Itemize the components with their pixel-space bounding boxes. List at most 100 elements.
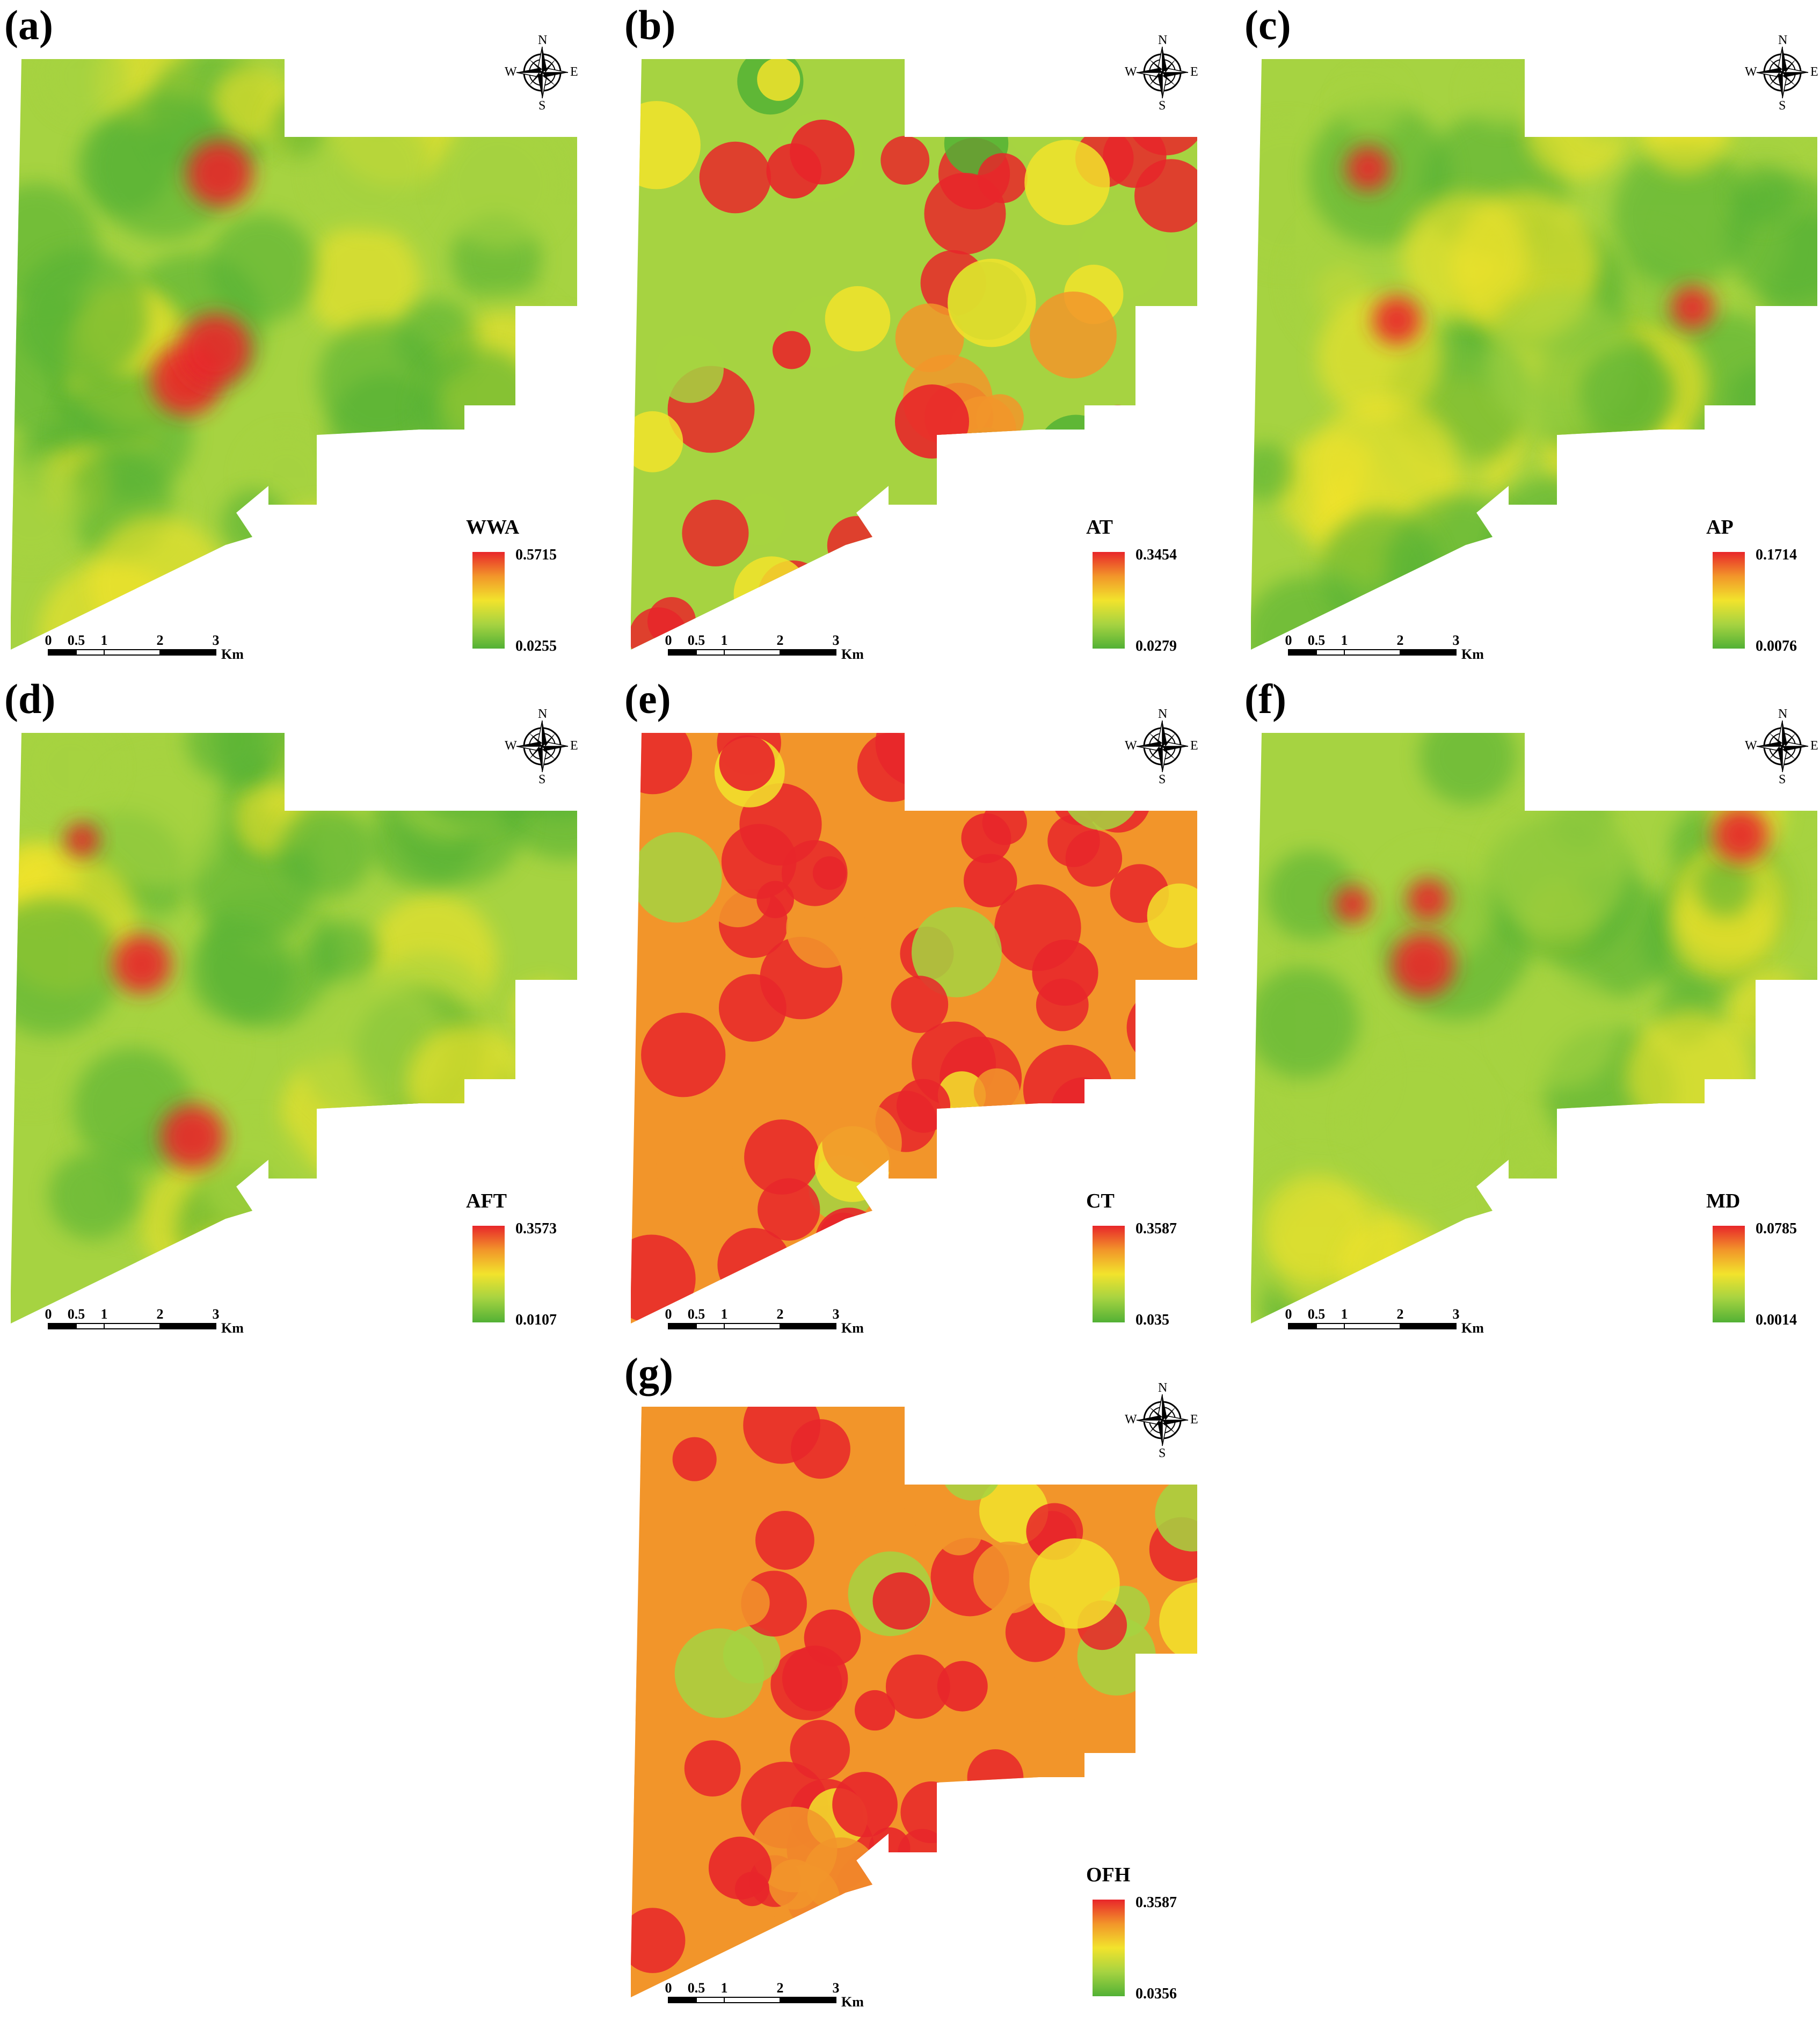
map-panel-d: (d) AFT 0.3573 0.0107 0 0.5 1 2 3 Km N S E W [0, 675, 607, 1340]
scale-tick-label: 1 [100, 632, 108, 648]
scale-tick-label: 3 [212, 632, 220, 648]
legend-min-value: 0.0107 [515, 1312, 557, 1328]
compass-west: W [505, 739, 517, 753]
legend-min-value: 0.0356 [1135, 1985, 1177, 2002]
scale-unit-label: Km [841, 1320, 864, 1336]
legend-max-value: 0.3573 [515, 1220, 557, 1237]
compass-south: S [1779, 99, 1786, 113]
compass-north: N [1158, 33, 1168, 47]
legend-min-value: 0.0076 [1756, 638, 1797, 654]
scale-tick-label: 0.5 [67, 1306, 85, 1322]
legend-max-value: 0.1714 [1756, 547, 1797, 563]
scale-tick-label: 0 [1285, 1306, 1292, 1322]
panel-label: (e) [624, 675, 671, 722]
compass-east: E [570, 65, 578, 79]
scale-tick-label: 0 [45, 1306, 52, 1322]
raster-map [1251, 720, 1817, 1329]
scale-bar [668, 1323, 836, 1329]
panel-label: (b) [624, 2, 676, 48]
map-panel-e: (e) CT 0.3587 0.035 0 0.5 1 2 3 Km N S E W [620, 675, 1227, 1340]
scale-unit-label: Km [221, 646, 244, 662]
map-panel-f: (f) MD 0.0785 0.0014 0 0.5 1 2 3 Km N S E W [1240, 675, 1820, 1340]
scale-tick-label: 1 [1341, 1306, 1348, 1322]
study-area [631, 733, 1197, 1323]
panel-label: (g) [624, 1349, 673, 1396]
compass-north: N [1778, 33, 1788, 47]
legend-title: CT [1086, 1190, 1115, 1212]
compass-rose-icon [1136, 720, 1189, 773]
scale-tick-label: 2 [156, 632, 164, 648]
compass-north: N [1778, 707, 1788, 721]
compass-south: S [1779, 773, 1786, 787]
legend-min-value: 0.0255 [515, 638, 557, 654]
raster-map [11, 46, 577, 656]
legend-title: WWA [466, 516, 520, 539]
scale-unit-label: Km [841, 646, 864, 662]
panel-label: (f) [1244, 675, 1286, 722]
scale-tick-label: 1 [720, 1306, 728, 1322]
study-area [11, 59, 577, 650]
legend-title: OFH [1086, 1864, 1131, 1886]
compass-south: S [1159, 1446, 1166, 1460]
scale-tick-label: 1 [720, 632, 728, 648]
map-panel-g: (g) OFH 0.3587 0.0356 0 0.5 1 2 3 Km N S E W [620, 1349, 1227, 2013]
scale-tick-label: 1 [100, 1306, 108, 1322]
compass-east: E [570, 739, 578, 753]
scale-tick-label: 1 [720, 1980, 728, 1996]
compass-rose-icon [516, 46, 569, 99]
legend-title: AFT [466, 1190, 507, 1212]
scale-bar [668, 649, 836, 656]
raster-map [631, 1394, 1197, 2003]
legend-color-ramp [1093, 1226, 1125, 1322]
map-panel-c: (c) AP 0.1714 0.0076 0 0.5 1 2 3 Km N S E W [1240, 2, 1820, 666]
scale-tick-label: 0 [665, 632, 672, 648]
scale-unit-label: Km [1461, 1320, 1484, 1336]
study-area [631, 59, 1197, 650]
scale-tick-label: 0 [665, 1306, 672, 1322]
compass-south: S [1159, 99, 1166, 113]
raster-map [631, 46, 1197, 656]
scale-tick-label: 2 [1396, 1306, 1404, 1322]
scale-tick-label: 3 [212, 1306, 220, 1322]
panel-label: (d) [4, 675, 56, 722]
scale-tick-label: 2 [776, 1306, 784, 1322]
legend-title: MD [1706, 1190, 1741, 1212]
compass-west: W [1125, 1413, 1137, 1427]
legend-color-ramp [1093, 1900, 1125, 1996]
scale-tick-label: 2 [1396, 632, 1404, 648]
compass-north: N [538, 707, 548, 721]
scale-tick-label: 0.5 [1307, 1306, 1326, 1322]
compass-west: W [1745, 739, 1757, 753]
legend-min-value: 0.0014 [1756, 1312, 1797, 1328]
legend-max-value: 0.5715 [515, 547, 557, 563]
legend-color-ramp [1713, 1226, 1745, 1322]
compass-north: N [1158, 707, 1168, 721]
legend-color-ramp [1713, 552, 1745, 649]
compass-west: W [1125, 739, 1137, 753]
compass-west: W [1125, 65, 1137, 79]
compass-north: N [538, 33, 548, 47]
legend-max-value: 0.3454 [1135, 547, 1177, 563]
compass-east: E [1190, 1413, 1198, 1427]
map-panel-a: (a) WWA 0.5715 0.0255 0 0.5 1 2 3 Km N S E W [0, 2, 607, 666]
raster-map [1251, 46, 1817, 656]
compass-rose-icon [1136, 46, 1189, 99]
scale-tick-label: 3 [832, 1980, 840, 1996]
legend-max-value: 0.3587 [1135, 1894, 1177, 1911]
legend-color-ramp [1093, 552, 1125, 649]
scale-tick-label: 0.5 [687, 1306, 705, 1322]
scale-tick-label: 0.5 [687, 1980, 705, 1996]
scale-tick-label: 3 [1452, 632, 1460, 648]
scale-bar [1288, 1323, 1457, 1329]
map-panel-b: (b) AT 0.3454 0.0279 0 0.5 1 2 3 Km N S E W [620, 2, 1227, 666]
compass-rose-icon [1756, 46, 1809, 99]
scale-tick-label: 0 [45, 632, 52, 648]
scale-tick-label: 0 [1285, 632, 1292, 648]
compass-rose-icon [1756, 720, 1809, 773]
compass-south: S [1159, 773, 1166, 787]
scale-bar [48, 1323, 216, 1329]
legend-min-value: 0.035 [1135, 1312, 1169, 1328]
scale-bar [668, 1997, 836, 2003]
panel-label: (c) [1244, 2, 1291, 48]
legend-max-value: 0.0785 [1756, 1220, 1797, 1237]
